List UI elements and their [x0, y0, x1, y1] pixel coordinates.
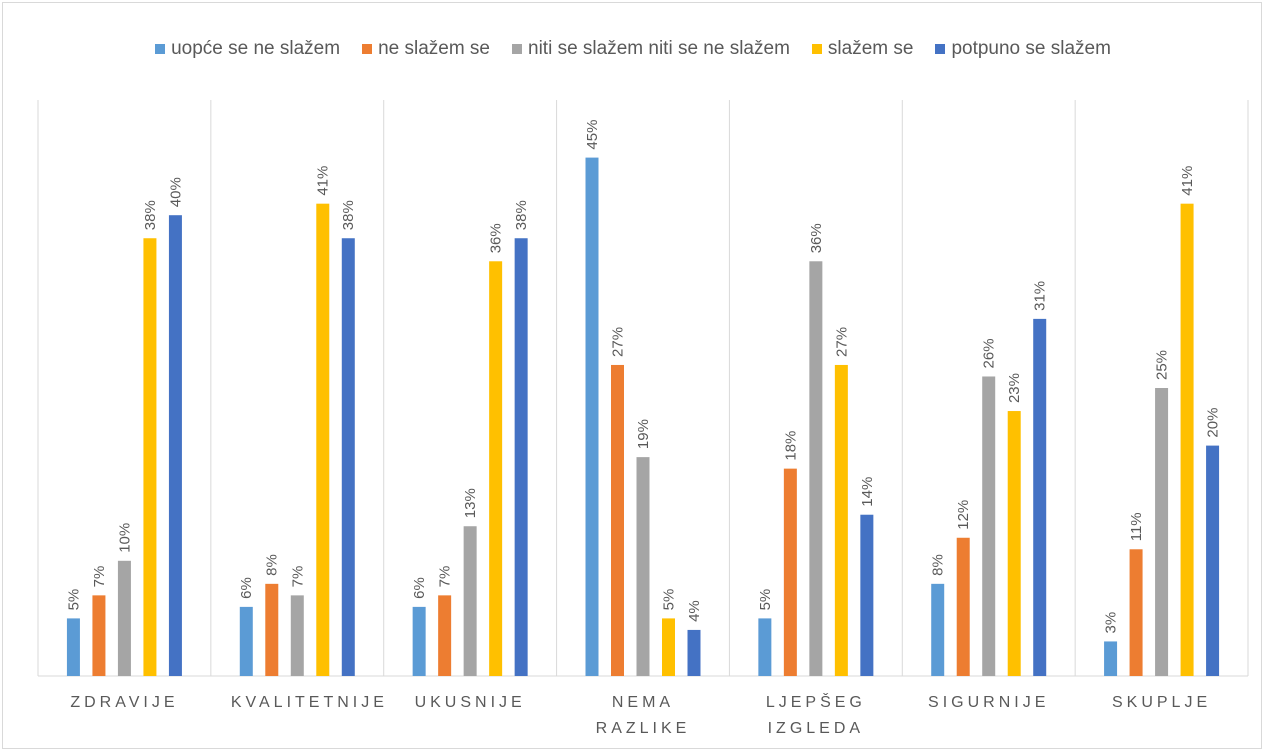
legend-swatch — [935, 44, 946, 54]
bar — [341, 238, 355, 677]
bar — [1007, 411, 1021, 676]
data-label: 36% — [488, 223, 505, 253]
legend-label: ne slažem se — [378, 38, 491, 59]
data-label: 19% — [635, 419, 652, 449]
bar — [860, 514, 874, 676]
bar — [489, 261, 503, 676]
x-tick-label: ZDRAVIJE — [70, 694, 179, 711]
x-tick-label: LJEPŠEG IZGLEDA — [765, 694, 866, 737]
bar — [1180, 203, 1194, 676]
bar — [316, 203, 330, 676]
bar — [265, 583, 279, 676]
data-label: 8% — [264, 554, 281, 576]
data-label: 31% — [1032, 281, 1049, 311]
data-label: 7% — [289, 566, 306, 588]
bar — [636, 457, 650, 676]
data-label: 27% — [833, 327, 850, 357]
data-label: 45% — [584, 120, 601, 150]
bar — [412, 606, 426, 676]
data-label: 36% — [808, 223, 825, 253]
data-label: 25% — [1154, 350, 1171, 380]
legend-item: slažem se — [811, 38, 914, 60]
data-label: 6% — [238, 577, 255, 599]
data-label: 7% — [91, 566, 108, 588]
data-label: 38% — [513, 200, 530, 230]
data-label: 5% — [660, 589, 677, 611]
data-label: 7% — [437, 566, 454, 588]
legend-swatch — [811, 44, 822, 54]
bar — [1033, 318, 1047, 676]
data-label: 38% — [142, 200, 159, 230]
data-label: 27% — [609, 327, 626, 357]
legend-swatch — [512, 44, 523, 54]
data-label: 14% — [859, 477, 876, 507]
x-tick-label: NEMA RAZLIKE — [595, 694, 691, 737]
bar — [1155, 388, 1169, 676]
x-tick-label: SIGURNIJE — [928, 694, 1050, 711]
x-tick-label: SKUPLJE — [1111, 694, 1212, 711]
bar — [438, 595, 452, 676]
bar — [931, 583, 945, 676]
bar — [1129, 549, 1143, 676]
bar — [982, 376, 996, 676]
bar — [1206, 445, 1220, 676]
legend-item: niti se slažem niti se ne slažem — [512, 38, 790, 60]
bar — [143, 238, 157, 677]
legend-label: potpuno se slažem — [951, 38, 1111, 59]
bar — [66, 618, 80, 676]
x-tick-label: KVALITETNIJE — [230, 694, 388, 711]
data-label: 3% — [1103, 612, 1120, 634]
bar — [611, 364, 624, 676]
bar — [239, 606, 253, 676]
bar — [758, 618, 772, 676]
data-label: 20% — [1205, 408, 1222, 438]
legend: uopće se ne slažem ne slažem se niti se sl… — [0, 38, 1266, 60]
bar — [1104, 641, 1118, 676]
data-label: 8% — [930, 554, 947, 576]
data-label: 41% — [315, 166, 332, 196]
bar — [585, 157, 599, 677]
data-label: 18% — [782, 431, 799, 461]
legend-swatch — [362, 44, 373, 54]
data-label: 5% — [757, 589, 774, 611]
bar — [463, 526, 477, 676]
legend-label: uopće se ne slažem — [171, 38, 341, 59]
data-label: 6% — [411, 577, 428, 599]
data-label: 26% — [981, 338, 998, 368]
data-label: 38% — [340, 200, 357, 230]
bar — [687, 629, 701, 676]
bar — [514, 238, 528, 677]
legend-item: uopće se ne slažem — [155, 38, 340, 60]
bar — [809, 261, 823, 676]
data-label: 13% — [462, 488, 479, 518]
legend-swatch — [155, 44, 166, 54]
x-tick-label: UKUSNIJE — [414, 694, 526, 711]
data-label: 41% — [1179, 166, 1196, 196]
data-label: 23% — [1006, 373, 1023, 403]
data-label: 4% — [686, 600, 703, 622]
legend-label: niti se slažem niti se ne slažem — [528, 38, 790, 59]
data-label: 10% — [116, 523, 133, 553]
legend-item: ne slažem se — [362, 38, 490, 60]
legend-label: slažem se — [827, 38, 914, 59]
bar — [168, 215, 182, 676]
legend-item: potpuno se slažem — [935, 38, 1111, 60]
data-label: 40% — [167, 177, 184, 207]
data-label: 5% — [65, 589, 82, 611]
bar — [783, 468, 797, 676]
data-label: 12% — [955, 500, 972, 530]
data-label: 11% — [1128, 512, 1145, 541]
bar — [92, 595, 106, 676]
bar — [290, 595, 304, 676]
bar — [834, 364, 848, 676]
bar — [662, 618, 675, 676]
bar — [117, 560, 131, 676]
bar — [956, 537, 970, 676]
